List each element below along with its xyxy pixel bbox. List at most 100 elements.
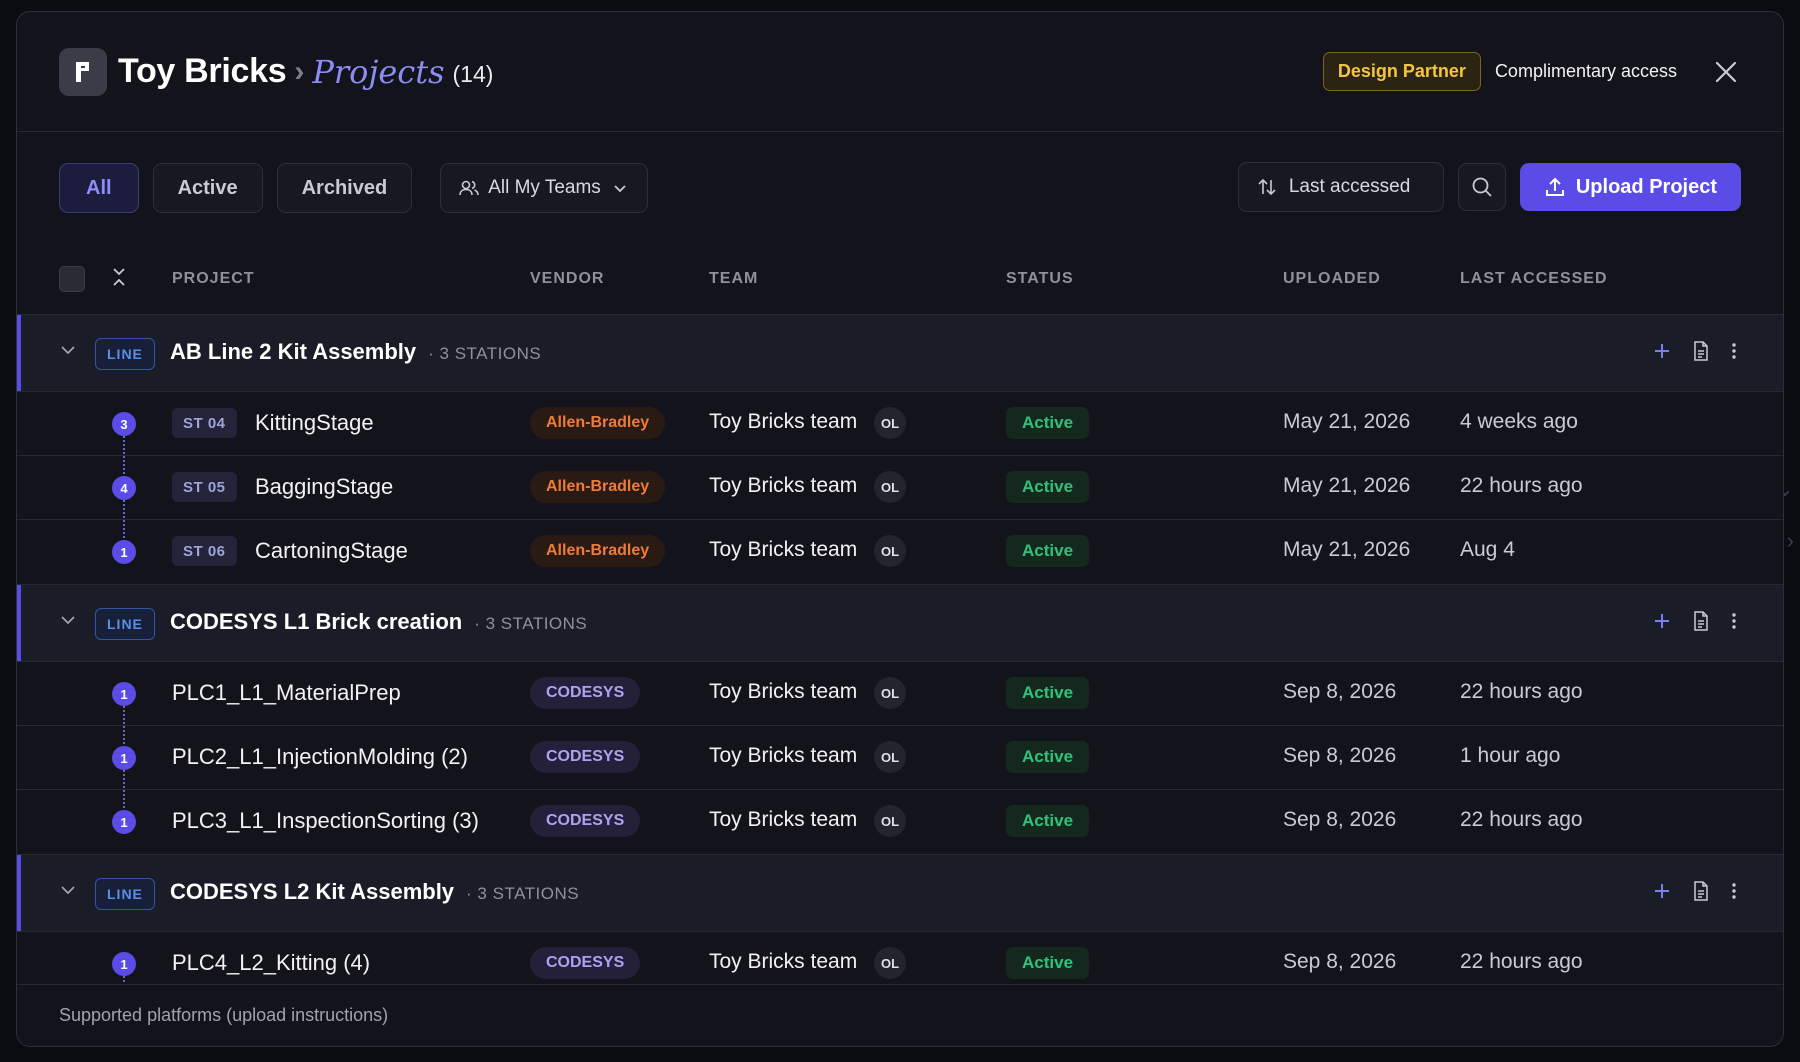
document-icon[interactable]: [1693, 341, 1709, 361]
project-name[interactable]: BaggingStage: [255, 474, 394, 499]
station-count: · 3 STATIONS: [428, 344, 542, 363]
vendor-badge: CODESYS: [530, 741, 641, 773]
project-name[interactable]: PLC1_L1_MaterialPrep: [172, 680, 401, 705]
uploaded-date: May 21, 2026: [1283, 474, 1411, 497]
team-name: Toy Bricks team: [709, 410, 858, 433]
team-name: Toy Bricks team: [709, 950, 858, 973]
chevron-down-icon[interactable]: [59, 881, 77, 899]
access-text: Complimentary access: [1494, 61, 1677, 81]
column-header-project[interactable]: PROJECT: [172, 270, 255, 287]
more-vertical-icon[interactable]: [1731, 612, 1737, 630]
status-badge: Active: [1006, 677, 1090, 709]
table-row[interactable]: 4 ST 05 BaggingStage Allen-Bradley Toy B…: [17, 456, 1783, 542]
chevron-down-icon: [613, 183, 627, 193]
sort-icon: [1257, 177, 1277, 197]
table-row[interactable]: 1 PLC2_L1_InjectionMolding (2) CODESYS T…: [17, 726, 1783, 812]
toolbar: All Active Archived All My Teams Last ac…: [17, 132, 1783, 244]
status-badge: Active: [1006, 407, 1090, 439]
supported-platforms-link[interactable]: Supported platforms (upload instructions…: [59, 1005, 389, 1025]
vendor-badge: CODESYS: [530, 805, 641, 837]
users-icon: [459, 179, 479, 197]
projects-modal: Toy Bricks › Projects (14) Design Partne…: [16, 11, 1784, 1047]
avatar: OL: [874, 535, 906, 567]
station-order-badge: 1: [112, 682, 136, 706]
select-all-checkbox[interactable]: [59, 266, 85, 292]
station-order-badge: 1: [112, 746, 136, 770]
station-badge: ST 06: [172, 536, 237, 566]
project-name[interactable]: CartoningStage: [255, 538, 408, 563]
column-header-vendor[interactable]: VENDOR: [530, 270, 605, 287]
sort-label: Last accessed: [1288, 176, 1411, 197]
status-badge: Active: [1006, 471, 1090, 503]
modal-header: Toy Bricks › Projects (14) Design Partne…: [17, 12, 1783, 132]
table-row[interactable]: 3 ST 04 KittingStage Allen-Bradley Toy B…: [17, 392, 1783, 478]
uploaded-date: Sep 8, 2026: [1283, 808, 1397, 831]
add-icon[interactable]: [1653, 342, 1671, 360]
project-name[interactable]: PLC2_L1_InjectionMolding (2): [172, 744, 468, 769]
table-row[interactable]: 1 PLC4_L2_Kitting (4) CODESYS Toy Bricks…: [17, 932, 1783, 984]
column-header-last-accessed[interactable]: LAST ACCESSED: [1460, 270, 1608, 287]
status-badge: Active: [1006, 535, 1090, 567]
sort-button[interactable]: Last accessed: [1237, 162, 1444, 212]
table-row[interactable]: 1 PLC1_L1_MaterialPrep CODESYS Toy Brick…: [17, 662, 1783, 748]
uploaded-date: May 21, 2026: [1283, 410, 1411, 433]
group-name: CODESYS L2 Kit Assembly · 3 STATIONS: [170, 879, 580, 904]
upload-project-label: Upload Project: [1575, 175, 1717, 198]
collapse-all-icon[interactable]: [112, 266, 126, 288]
upload-project-button[interactable]: Upload Project: [1519, 163, 1741, 211]
group-accent-bar: [17, 315, 21, 391]
more-vertical-icon[interactable]: [1731, 342, 1737, 360]
filter-all-button[interactable]: All: [59, 163, 139, 213]
team-name: Toy Bricks team: [709, 538, 858, 561]
add-icon[interactable]: [1653, 612, 1671, 630]
team-name: Toy Bricks team: [709, 744, 858, 767]
avatar: OL: [874, 677, 906, 709]
line-badge: LINE: [95, 878, 155, 910]
last-accessed: 22 hours ago: [1460, 680, 1583, 703]
chevron-down-icon[interactable]: [59, 341, 77, 359]
project-name[interactable]: PLC3_L1_InspectionSorting (3): [172, 808, 479, 833]
station-connector: [123, 976, 125, 984]
breadcrumb-separator: ›: [294, 54, 305, 88]
station-connector: [123, 770, 125, 812]
close-button[interactable]: [1711, 57, 1741, 87]
status-badge: Active: [1006, 805, 1090, 837]
team-filter-label: All My Teams: [488, 177, 601, 198]
table-row[interactable]: 1 ST 06 CartoningStage Allen-Bradley Toy…: [17, 520, 1783, 584]
uploaded-date: Sep 8, 2026: [1283, 680, 1397, 703]
table-row[interactable]: 1 PLC3_L1_InspectionSorting (3) CODESYS …: [17, 790, 1783, 854]
station-order-badge: 3: [112, 412, 136, 436]
group-accent-bar: [17, 855, 21, 931]
group-row[interactable]: LINE AB Line 2 Kit Assembly · 3 STATIONS: [17, 314, 1783, 392]
column-header-uploaded[interactable]: UPLOADED: [1283, 270, 1381, 287]
more-vertical-icon[interactable]: [1731, 882, 1737, 900]
team-filter-dropdown[interactable]: All My Teams: [440, 163, 648, 213]
group-row[interactable]: LINE CODESYS L2 Kit Assembly · 3 STATIONS: [17, 854, 1783, 932]
vendor-badge: Allen-Bradley: [530, 535, 666, 567]
line-badge: LINE: [95, 608, 155, 640]
table-header: PROJECT VENDOR TEAM STATUS UPLOADED LAST…: [17, 244, 1783, 314]
station-order-badge: 1: [112, 540, 136, 564]
team-name: Toy Bricks team: [709, 474, 858, 497]
vendor-badge: CODESYS: [530, 947, 641, 979]
modal-footer: Supported platforms (upload instructions…: [17, 984, 1783, 1046]
upload-icon: [1544, 176, 1566, 198]
group-row[interactable]: LINE CODESYS L1 Brick creation · 3 STATIO…: [17, 584, 1783, 662]
document-icon[interactable]: [1693, 881, 1709, 901]
column-header-status[interactable]: STATUS: [1006, 270, 1074, 287]
document-icon[interactable]: [1693, 611, 1709, 631]
search-button[interactable]: [1457, 163, 1506, 211]
station-connector: [123, 706, 125, 748]
project-name[interactable]: PLC4_L2_Kitting (4): [172, 950, 371, 975]
org-logo-icon: [59, 47, 107, 96]
filter-archived-button[interactable]: Archived: [276, 163, 413, 213]
line-badge: LINE: [95, 338, 155, 370]
org-name[interactable]: Toy Bricks: [118, 52, 287, 90]
column-header-team[interactable]: TEAM: [709, 270, 759, 287]
add-icon[interactable]: [1653, 882, 1671, 900]
project-name[interactable]: KittingStage: [255, 410, 374, 435]
station-badge: ST 04: [172, 408, 237, 438]
filter-active-button[interactable]: Active: [152, 163, 263, 213]
chevron-down-icon[interactable]: [59, 611, 77, 629]
page-title: Projects: [312, 52, 445, 91]
